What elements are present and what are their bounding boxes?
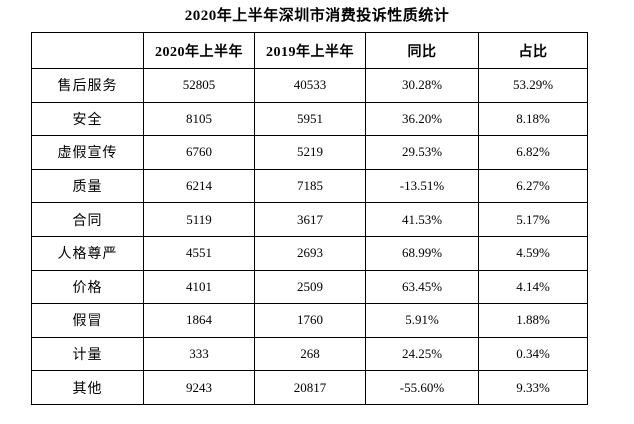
table-row: 合同 5119 3617 41.53% 5.17%: [31, 202, 588, 237]
header-2019-half: 2019年上半年: [254, 32, 366, 69]
value-2020: 6214: [143, 168, 255, 204]
share-value: 4.59%: [478, 235, 588, 271]
share-value: 6.27%: [478, 168, 588, 204]
value-2019: 20817: [254, 370, 366, 405]
table-body: 售后服务 52805 40533 30.28% 53.29% 安全 8105 5…: [31, 68, 588, 405]
value-2020: 8105: [143, 101, 255, 137]
value-2020: 5119: [143, 202, 255, 237]
table-header: 2020年上半年 2019年上半年 同比 占比: [31, 32, 588, 69]
page-title: 2020年上半年深圳市消费投诉性质统计: [184, 8, 450, 24]
row-label: 安全: [31, 101, 144, 137]
value-2019: 2693: [254, 235, 366, 271]
table-row: 安全 8105 5951 36.20% 8.18%: [31, 101, 588, 137]
header-2020-half: 2020年上半年: [143, 32, 255, 69]
row-label: 假冒: [31, 303, 144, 338]
header-share: 占比: [478, 32, 588, 69]
row-label: 人格尊严: [31, 235, 144, 271]
yoy-value: 36.20%: [365, 101, 479, 137]
table-row: 质量 6214 7185 -13.51% 6.27%: [31, 168, 588, 204]
table-row: 人格尊严 4551 2693 68.99% 4.59%: [31, 235, 588, 271]
table-row: 计量 333 268 24.25% 0.34%: [31, 336, 588, 372]
value-2020: 1864: [143, 303, 255, 338]
value-2019: 40533: [254, 68, 366, 103]
header-blank: [31, 32, 144, 69]
row-label: 合同: [31, 202, 144, 237]
share-value: 53.29%: [478, 68, 588, 103]
row-label: 虚假宣传: [31, 135, 144, 170]
value-2019: 1760: [254, 303, 366, 338]
header-yoy: 同比: [365, 32, 479, 69]
yoy-value: 29.53%: [365, 135, 479, 170]
value-2019: 5219: [254, 135, 366, 170]
value-2019: 7185: [254, 168, 366, 204]
row-label: 质量: [31, 168, 144, 204]
value-2020: 4551: [143, 235, 255, 271]
table-row: 虚假宣传 6760 5219 29.53% 6.82%: [31, 135, 588, 170]
row-label: 售后服务: [31, 68, 144, 103]
yoy-value: 63.45%: [365, 269, 479, 305]
value-2020: 4101: [143, 269, 255, 305]
table-row: 售后服务 52805 40533 30.28% 53.29%: [31, 68, 588, 103]
row-label: 计量: [31, 336, 144, 372]
row-label: 价格: [31, 269, 144, 305]
share-value: 9.33%: [478, 370, 588, 405]
table-row: 假冒 1864 1760 5.91% 1.88%: [31, 303, 588, 338]
share-value: 8.18%: [478, 101, 588, 137]
value-2020: 6760: [143, 135, 255, 170]
yoy-value: 41.53%: [365, 202, 479, 237]
share-value: 6.82%: [478, 135, 588, 170]
complaints-table: 2020年上半年 2019年上半年 同比 占比 售后服务 52805 40533…: [31, 32, 588, 405]
yoy-value: 30.28%: [365, 68, 479, 103]
share-value: 4.14%: [478, 269, 588, 305]
header-row: 2020年上半年 2019年上半年 同比 占比: [31, 32, 588, 69]
share-value: 1.88%: [478, 303, 588, 338]
value-2019: 5951: [254, 101, 366, 137]
share-value: 0.34%: [478, 336, 588, 372]
yoy-value: -55.60%: [365, 370, 479, 405]
value-2019: 3617: [254, 202, 366, 237]
value-2020: 333: [143, 336, 255, 372]
row-label: 其他: [31, 370, 144, 405]
share-value: 5.17%: [478, 202, 588, 237]
table-row: 价格 4101 2509 63.45% 4.14%: [31, 269, 588, 305]
value-2019: 2509: [254, 269, 366, 305]
yoy-value: -13.51%: [365, 168, 479, 204]
yoy-value: 24.25%: [365, 336, 479, 372]
value-2020: 9243: [143, 370, 255, 405]
yoy-value: 68.99%: [365, 235, 479, 271]
value-2019: 268: [254, 336, 366, 372]
value-2020: 52805: [143, 68, 255, 103]
table-row: 其他 9243 20817 -55.60% 9.33%: [31, 370, 588, 405]
yoy-value: 5.91%: [365, 303, 479, 338]
